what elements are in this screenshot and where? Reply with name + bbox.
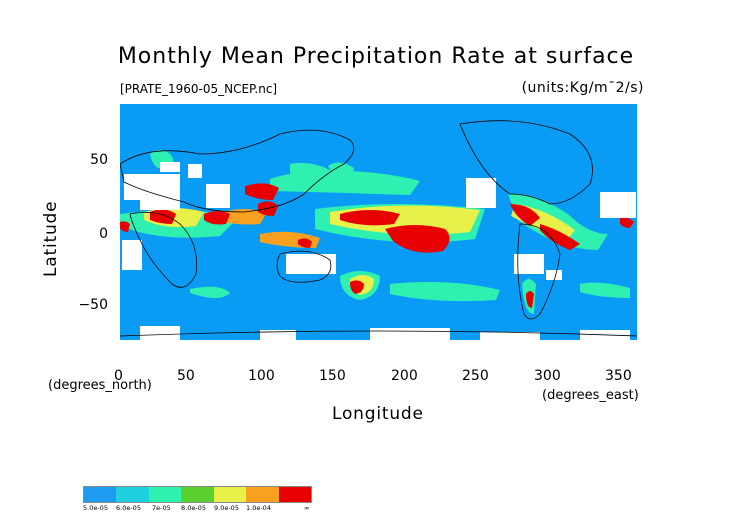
x-tick-50: 50 — [177, 368, 195, 384]
units-label: (units:Kg/m¯2/s) — [521, 80, 644, 96]
legend-swatch-1 — [84, 487, 117, 502]
legend-swatch-4 — [181, 487, 214, 502]
legend-swatch-7 — [278, 487, 311, 502]
y-tick-minus50: −50 — [78, 297, 108, 313]
x-tick-350: 350 — [605, 368, 632, 384]
x-tick-250: 250 — [462, 368, 489, 384]
precipitation-map — [120, 104, 637, 363]
y-tick-50: 50 — [90, 152, 108, 168]
legend-swatch-5 — [213, 487, 247, 502]
x-unit-label: (degrees_east) — [542, 388, 639, 403]
legend-label-6: 1.0e-04 — [246, 504, 271, 512]
color-legend — [83, 486, 312, 503]
coastlines — [120, 120, 637, 337]
x-tick-200: 200 — [391, 368, 418, 384]
legend-label-2: 6.0e-05 — [116, 504, 141, 512]
legend-label-inf: ∞ — [304, 504, 310, 512]
file-label: [PRATE_1960-05_NCEP.nc] — [120, 82, 278, 96]
legend-label-5: 9.0e-05 — [214, 504, 239, 512]
legend-swatch-2 — [116, 487, 149, 502]
x-tick-0: 0 — [114, 368, 123, 384]
chart-title: Monthly Mean Precipitation Rate at surfa… — [117, 44, 635, 69]
y-axis-label: Latitude — [41, 200, 61, 277]
legend-label-1: 5.0e-05 — [83, 504, 108, 512]
legend-label-4: 8.0e-05 — [181, 504, 206, 512]
y-tick-0: 0 — [99, 226, 108, 242]
dry-patches — [120, 162, 637, 363]
x-tick-150: 150 — [319, 368, 346, 384]
x-tick-100: 100 — [248, 368, 275, 384]
legend-swatch-6 — [246, 487, 279, 502]
x-axis-label: Longitude — [332, 404, 424, 424]
legend-swatch-3 — [148, 487, 182, 502]
x-tick-300: 300 — [534, 368, 561, 384]
legend-label-3: 7e-05 — [152, 504, 171, 512]
y-unit-label: (degrees_north) — [48, 378, 152, 393]
